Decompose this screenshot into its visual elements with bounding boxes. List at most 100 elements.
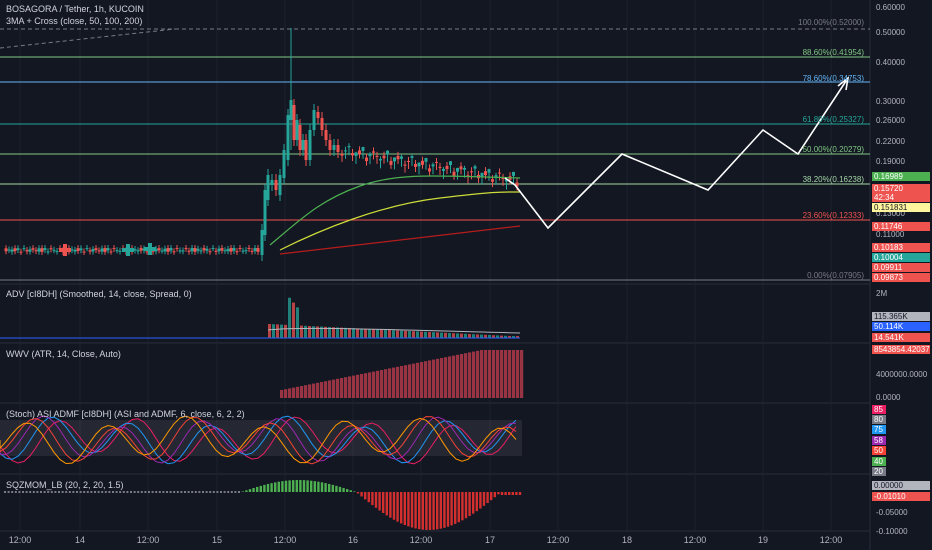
wwv-bar: [496, 350, 500, 398]
candle-body: [466, 175, 470, 177]
price-badge: 42:34: [872, 193, 930, 202]
candle-body: [25, 250, 29, 252]
candle-body: [256, 248, 260, 252]
sqz-bar: [313, 481, 316, 492]
candle-body: [22, 248, 26, 250]
candle-body: [88, 250, 92, 252]
adv-bar: [360, 328, 363, 338]
candle-body: [266, 175, 270, 200]
adv-bar: [412, 331, 415, 338]
ma-indicator-label[interactable]: 3MA + Cross (close, 50, 100, 200): [6, 16, 143, 26]
sqz-bar: [346, 489, 349, 492]
wwv-indicator-label[interactable]: WWV (ATR, 14, Close, Auto): [6, 349, 121, 359]
sqz-dot: [43, 491, 46, 493]
candle-body: [208, 251, 212, 253]
sqz-bar: [479, 492, 482, 509]
price-axis-label: 0.22000: [876, 137, 905, 146]
time-axis-label: 12:00: [546, 535, 570, 545]
sqz-bar: [457, 492, 460, 523]
candle-body: [181, 250, 185, 252]
sqz-bar: [371, 492, 374, 506]
stoch-badge: 40: [872, 457, 886, 466]
wwv-bar: [428, 360, 432, 398]
projection-path: [504, 77, 849, 230]
adv-indicator-label[interactable]: ADV [cI8DH] (Smoothed, 14, close, Spread…: [6, 289, 192, 299]
candle-body: [386, 150, 389, 155]
sqz-bar: [508, 492, 511, 495]
wwv-bar: [452, 355, 456, 398]
candle-body: [55, 251, 59, 253]
sqz-bar: [500, 492, 504, 495]
price-badge: 0.151831: [872, 203, 930, 212]
sqz-bar: [360, 492, 363, 497]
candle-body: [49, 248, 53, 250]
sqz-bar: [338, 486, 342, 492]
adv-bar: [280, 324, 283, 338]
adv-bar: [420, 331, 423, 338]
wwv-bar: [400, 366, 404, 398]
candle-body: [250, 250, 254, 252]
sqz-bar: [328, 483, 331, 492]
sqz-bar: [482, 492, 486, 506]
adv-bar: [324, 326, 327, 338]
sqz-bar: [400, 492, 403, 524]
sqz-dot: [90, 491, 93, 493]
projection-arrowhead: [837, 76, 850, 91]
candle-body: [13, 248, 17, 252]
sqz-dot: [158, 491, 161, 493]
sqz-dot: [83, 491, 86, 493]
sqz-dot: [72, 491, 75, 493]
candle-body: [494, 175, 498, 177]
adv-bar: [504, 335, 507, 338]
adv-bar: [400, 330, 403, 338]
candle-body: [379, 158, 382, 161]
candle-body: [400, 156, 403, 159]
candle-body: [226, 248, 230, 252]
wwv-bar: [372, 371, 376, 398]
sqz-dot: [58, 491, 60, 493]
candle-body: [145, 251, 149, 253]
sqz-dot: [173, 491, 176, 493]
wwv-bar: [444, 357, 448, 398]
candle-body: [365, 157, 368, 162]
sqzmom-indicator-label[interactable]: SQZMOM_LB (20, 2, 20, 1.5): [6, 480, 124, 490]
sqz-bar: [490, 492, 493, 501]
stoch-indicator-label[interactable]: (Stoch) ASI ADMF [cI8DH] (ASI and ADMF, …: [6, 409, 245, 419]
sqz-dot: [25, 491, 28, 493]
sqz-bar: [382, 492, 385, 513]
candle-body: [484, 171, 487, 176]
adv-bar: [468, 334, 471, 338]
candle-body: [196, 248, 200, 251]
symbol-title[interactable]: BOSAGORA / Tether, 1h, KUCOIN: [6, 4, 144, 14]
adv-bar: [480, 334, 483, 338]
sqz-bar: [421, 492, 424, 530]
sqz-bar: [385, 492, 388, 516]
wwv-bar: [304, 385, 308, 398]
sqz-bar: [374, 492, 378, 508]
time-axis-label: 17: [484, 535, 496, 545]
candle-body: [109, 251, 113, 253]
sqz-bar: [403, 492, 406, 526]
candle-body: [193, 248, 197, 252]
sqz-bar: [515, 492, 518, 495]
wwv-bar: [420, 362, 424, 398]
candle-body: [320, 118, 324, 130]
adv-bar: [496, 335, 499, 338]
candle-body: [220, 248, 224, 251]
candle-body: [435, 161, 438, 163]
stoch-badge: 50: [872, 446, 886, 455]
sqz-dot: [162, 491, 165, 493]
wwv-bar: [384, 369, 388, 398]
sqz-dot: [216, 491, 219, 493]
stoch-line: [0, 415, 517, 465]
candle-body: [34, 250, 38, 252]
adv-bar: [340, 327, 343, 338]
candle-body: [19, 251, 23, 253]
adv-bar: [336, 327, 339, 338]
sqz-bar: [392, 492, 396, 520]
candle-body: [347, 146, 351, 148]
candle-body: [515, 182, 519, 187]
adv-bar: [424, 331, 427, 338]
candle-body: [178, 250, 182, 252]
